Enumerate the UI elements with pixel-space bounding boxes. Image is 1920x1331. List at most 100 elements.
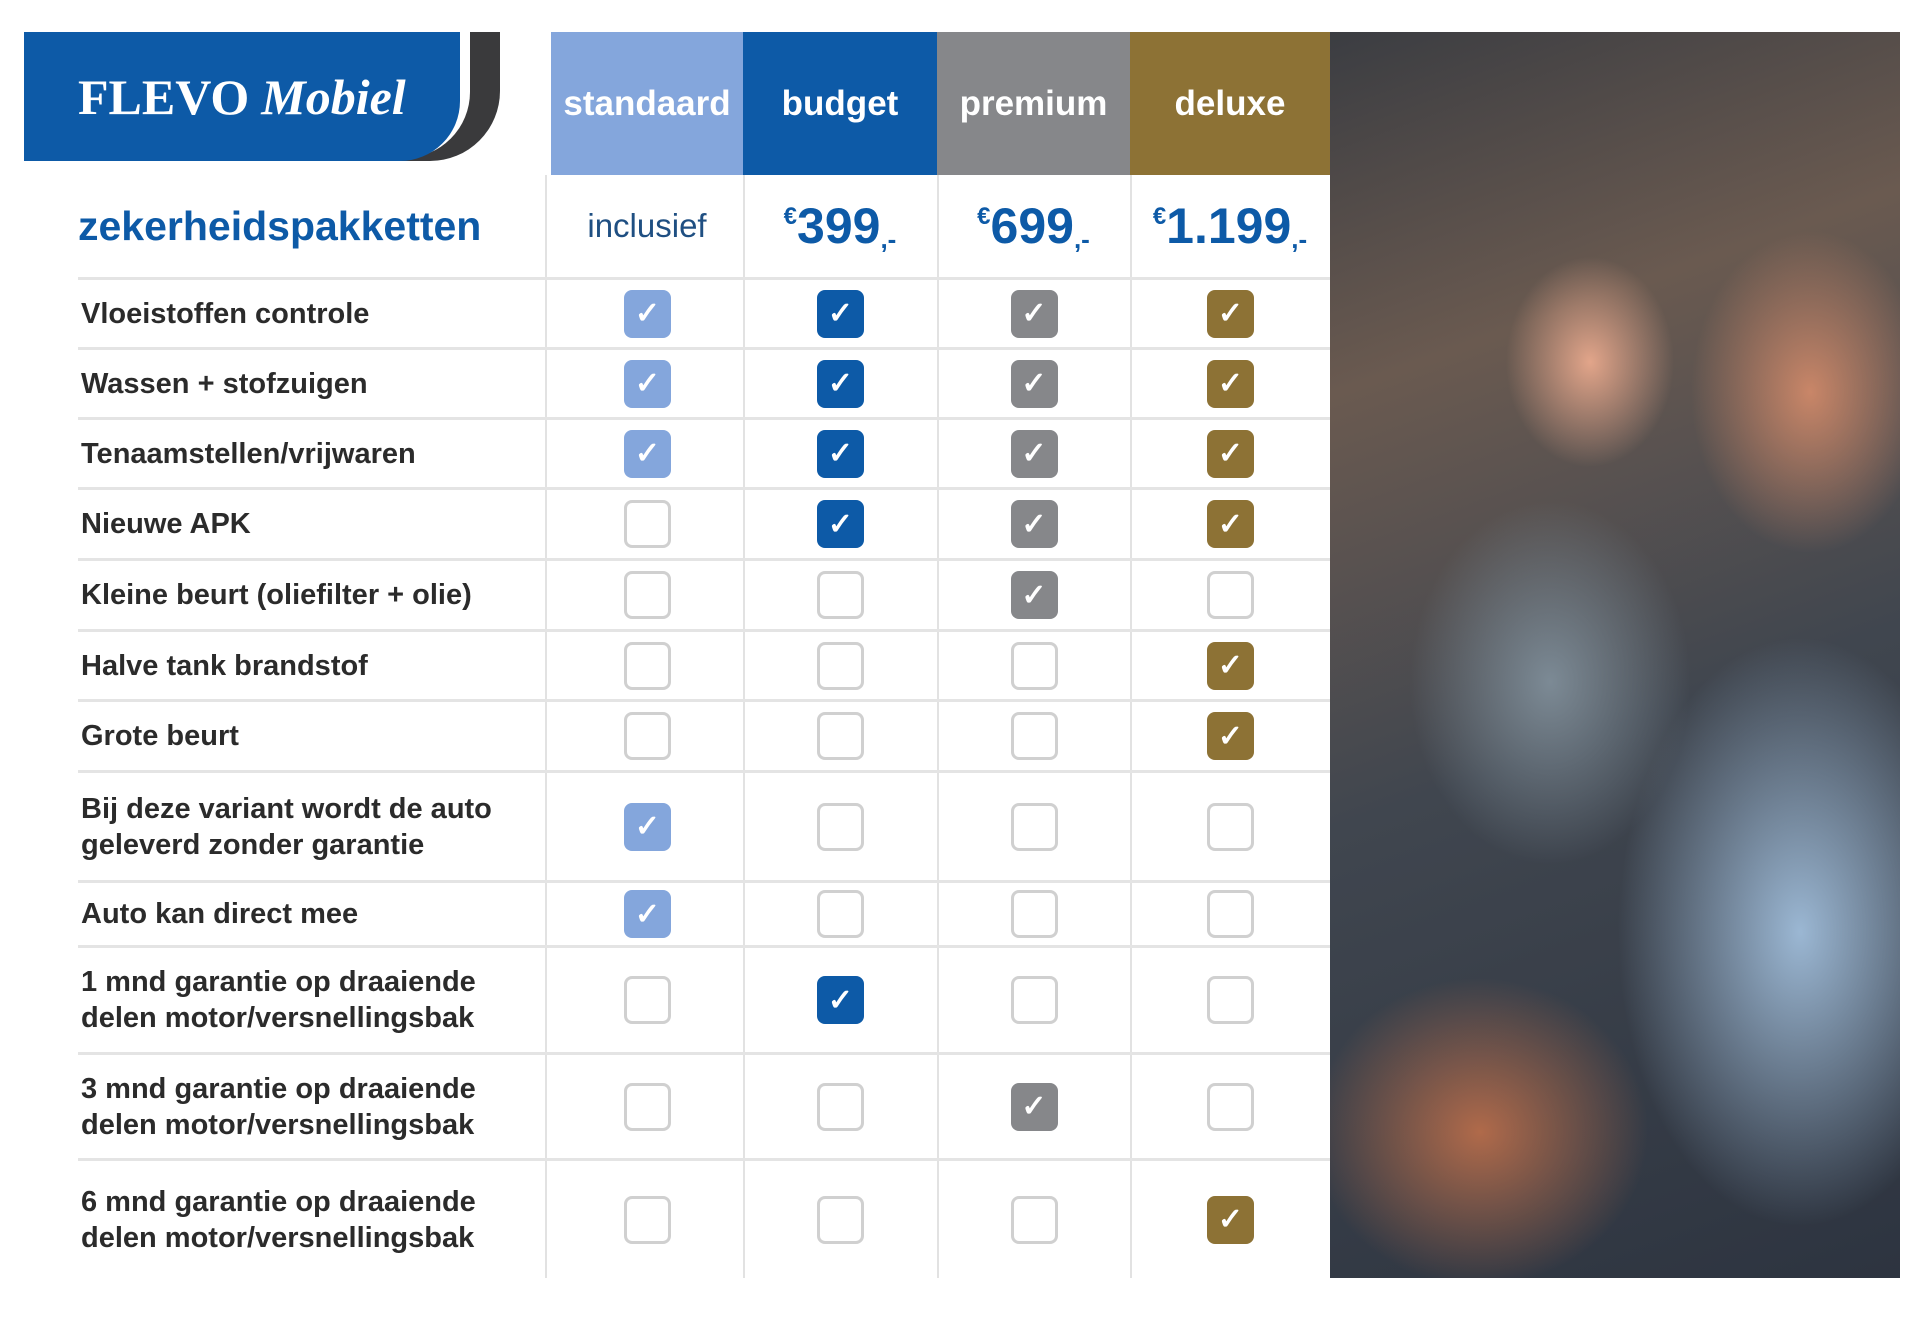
checkbox-checked: ✓ bbox=[624, 890, 671, 938]
feature-label: Kleine beurt (oliefilter + olie) bbox=[81, 579, 472, 611]
feature-row: 1 mnd garantie op draaiende delen motor/… bbox=[78, 945, 1330, 1052]
checkbox-empty bbox=[1010, 641, 1058, 690]
checkmark-icon: ✓ bbox=[1021, 367, 1047, 400]
checkbox-empty bbox=[1010, 712, 1058, 760]
checkmark-icon: ✓ bbox=[1217, 437, 1244, 470]
feature-row: Kleine beurt (oliefilter + olie) ✓ bbox=[78, 558, 1330, 629]
feature-label: Tenaamstellen/vrijwaren bbox=[81, 437, 416, 470]
checkbox-checked: ✓ bbox=[624, 429, 671, 478]
feature-label: Halve tank brandstof bbox=[81, 649, 368, 682]
checkbox-checked: ✓ bbox=[1207, 712, 1254, 760]
checkbox-empty bbox=[817, 802, 864, 851]
currency: € bbox=[977, 203, 991, 230]
page-title: zekerheidspakketten bbox=[78, 202, 482, 249]
checkbox-checked: ✓ bbox=[1010, 359, 1058, 408]
checkbox-empty bbox=[1207, 976, 1254, 1024]
feature-label: 1 mnd garantie op draaiende delen motor/… bbox=[81, 966, 476, 1034]
feature-row: 6 mnd garantie op draaiende delen motor/… bbox=[78, 1158, 1330, 1278]
feature-row: Grote beurt ✓ bbox=[78, 699, 1330, 770]
checkmark-icon: ✓ bbox=[1021, 437, 1047, 470]
price-value: 1.199 bbox=[1166, 198, 1292, 254]
package-price-deluxe: €1.199 ,- bbox=[1130, 175, 1330, 277]
checkbox-checked: ✓ bbox=[1010, 500, 1058, 548]
feature-label: Auto kan direct mee bbox=[81, 898, 359, 930]
price-suffix: ,- bbox=[880, 224, 897, 254]
checkmark-icon: ✓ bbox=[827, 507, 854, 541]
checkmark-icon: ✓ bbox=[827, 437, 854, 470]
checkbox-empty bbox=[624, 712, 671, 760]
checkbox-empty bbox=[1207, 1082, 1254, 1131]
checkmark-icon: ✓ bbox=[1021, 1090, 1047, 1123]
currency: € bbox=[783, 203, 798, 230]
checkmark-icon: ✓ bbox=[1217, 719, 1244, 753]
currency: € bbox=[1152, 203, 1167, 230]
checkbox-empty bbox=[1207, 802, 1254, 851]
feature-label: Wassen + stofzuigen bbox=[81, 367, 368, 400]
checkbox-checked: ✓ bbox=[1207, 500, 1254, 548]
feature-label: Bij deze variant wordt de auto geleverd … bbox=[81, 792, 492, 861]
package-header-budget: budget bbox=[743, 32, 937, 175]
checkbox-empty bbox=[817, 890, 864, 938]
checkmark-icon: ✓ bbox=[634, 897, 661, 931]
feature-row: Wassen + stofzuigen ✓ ✓ ✓ ✓ bbox=[78, 347, 1330, 417]
couple-in-car-photo bbox=[1330, 32, 1900, 1278]
checkbox-empty bbox=[624, 500, 671, 548]
checkbox-empty bbox=[624, 1195, 671, 1244]
package-header-deluxe: deluxe bbox=[1130, 32, 1330, 175]
package-price-standaard: inclusief bbox=[551, 175, 743, 277]
feature-label: 6 mnd garantie op draaiende delen motor/… bbox=[81, 1185, 476, 1254]
checkbox-checked: ✓ bbox=[624, 802, 671, 851]
checkmark-icon: ✓ bbox=[1021, 578, 1047, 612]
checkmark-icon: ✓ bbox=[827, 983, 854, 1017]
checkbox-checked: ✓ bbox=[817, 500, 864, 548]
checkmark-icon: ✓ bbox=[1021, 507, 1047, 541]
price-suffix: ,- bbox=[1073, 224, 1090, 254]
checkbox-checked: ✓ bbox=[1207, 429, 1254, 478]
package-name: premium bbox=[959, 83, 1108, 123]
checkbox-empty bbox=[817, 571, 864, 619]
feature-row: 3 mnd garantie op draaiende delen motor/… bbox=[78, 1052, 1330, 1158]
feature-label: 3 mnd garantie op draaiende delen motor/… bbox=[81, 1072, 476, 1141]
checkbox-empty bbox=[624, 641, 671, 690]
checkbox-checked: ✓ bbox=[1010, 571, 1058, 619]
package-header-standaard: standaard bbox=[551, 32, 743, 175]
checkmark-icon: ✓ bbox=[827, 367, 854, 400]
feature-row: Bij deze variant wordt de auto geleverd … bbox=[78, 770, 1330, 880]
price-value: 399 bbox=[797, 198, 881, 254]
checkbox-empty bbox=[1207, 571, 1254, 619]
checkbox-empty bbox=[1010, 976, 1058, 1024]
checkmark-icon: ✓ bbox=[1217, 297, 1244, 330]
checkbox-empty bbox=[817, 712, 864, 760]
checkbox-checked: ✓ bbox=[817, 359, 864, 408]
checkbox-checked: ✓ bbox=[817, 289, 864, 338]
package-name: deluxe bbox=[1174, 83, 1286, 123]
feature-row: Tenaamstellen/vrijwaren ✓ ✓ ✓ ✓ bbox=[78, 417, 1330, 487]
checkbox-checked: ✓ bbox=[1207, 1195, 1254, 1244]
checkbox-checked: ✓ bbox=[624, 359, 671, 408]
feature-label: Vloeistoffen controle bbox=[81, 297, 370, 330]
checkbox-checked: ✓ bbox=[817, 976, 864, 1024]
checkmark-icon: ✓ bbox=[827, 297, 854, 330]
package-name: budget bbox=[781, 83, 899, 123]
checkbox-checked: ✓ bbox=[1010, 1082, 1058, 1131]
package-price-premium: €699 ,- bbox=[937, 175, 1130, 277]
feature-label: Nieuwe APK bbox=[81, 508, 251, 540]
checkbox-empty bbox=[1010, 890, 1058, 938]
price-text: inclusief bbox=[587, 207, 707, 244]
checkmark-icon: ✓ bbox=[1217, 367, 1244, 400]
checkbox-checked: ✓ bbox=[1010, 429, 1058, 478]
checkbox-empty bbox=[624, 571, 671, 619]
checkmark-icon: ✓ bbox=[1217, 1203, 1244, 1236]
checkmark-icon: ✓ bbox=[634, 810, 661, 843]
checkbox-checked: ✓ bbox=[817, 429, 864, 478]
checkbox-checked: ✓ bbox=[1207, 641, 1254, 690]
checkbox-empty bbox=[817, 641, 864, 690]
checkbox-empty bbox=[817, 1082, 864, 1131]
price-suffix: ,- bbox=[1291, 224, 1308, 254]
checkbox-checked: ✓ bbox=[1207, 289, 1254, 338]
checkbox-empty bbox=[1010, 802, 1058, 851]
checkbox-empty bbox=[817, 1195, 864, 1244]
package-price-budget: €399 ,- bbox=[743, 175, 937, 277]
package-name: standaard bbox=[563, 83, 731, 123]
checkmark-icon: ✓ bbox=[1217, 507, 1244, 541]
